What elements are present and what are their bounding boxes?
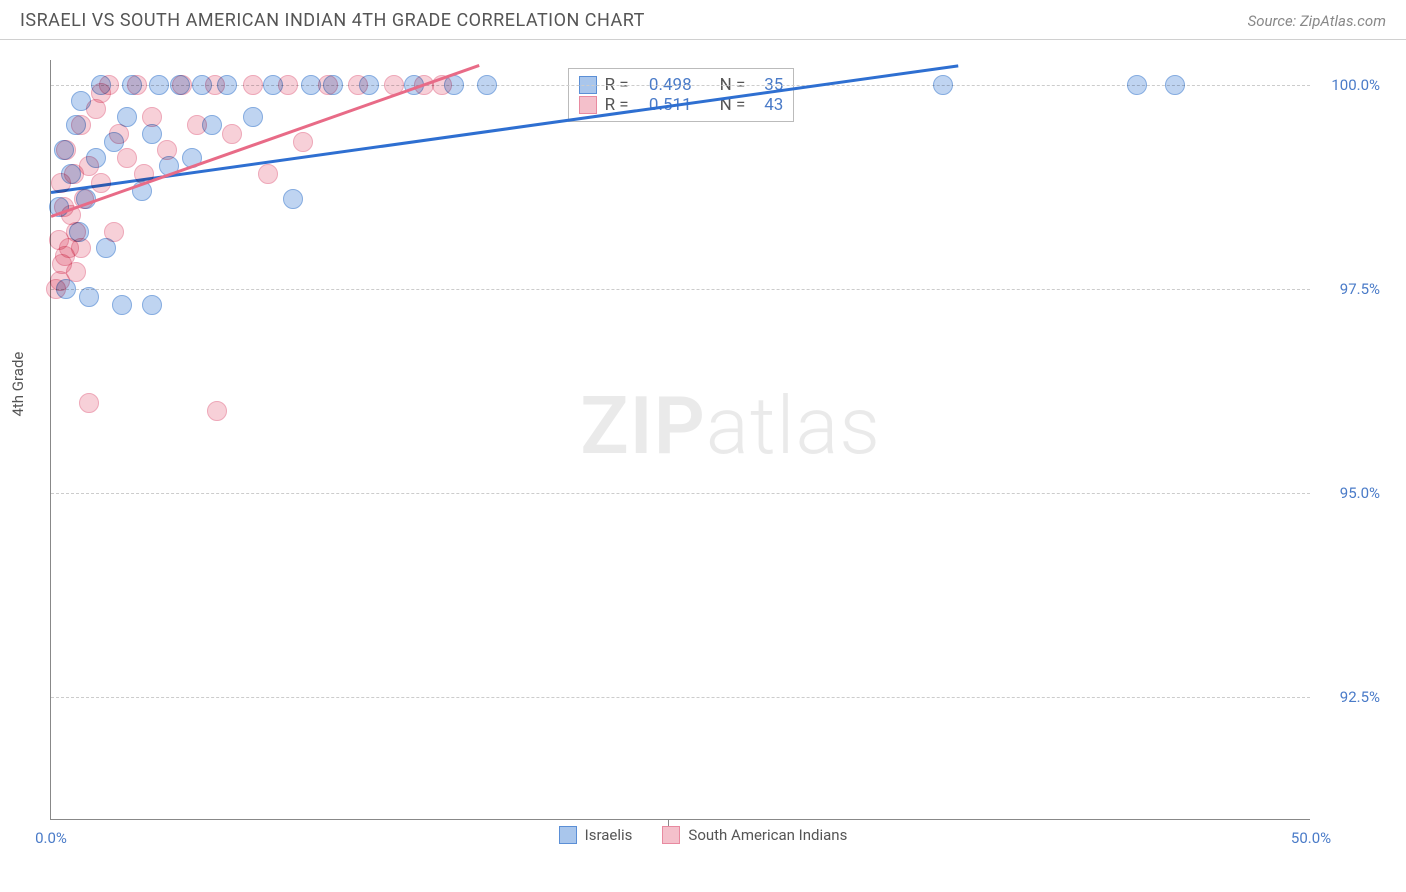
plot-area: ZIPatlas R =0.498N =35R =0.511N =43 92.5…: [50, 60, 1310, 820]
n-value: 43: [753, 95, 783, 115]
scatter-point: [222, 124, 242, 144]
scatter-point: [127, 75, 147, 95]
scatter-point: [91, 173, 111, 193]
chart-title: ISRAELI VS SOUTH AMERICAN INDIAN 4TH GRA…: [20, 10, 645, 31]
scatter-point: [1127, 75, 1147, 95]
scatter-point: [187, 115, 207, 135]
scatter-point: [142, 107, 162, 127]
scatter-point: [117, 148, 137, 168]
legend-swatch: [662, 826, 680, 844]
scatter-point: [56, 140, 76, 160]
ytick-label: 100.0%: [1320, 76, 1380, 94]
gridline-h: [51, 289, 1310, 290]
ytick-label: 95.0%: [1320, 484, 1380, 502]
chart-header: ISRAELI VS SOUTH AMERICAN INDIAN 4TH GRA…: [0, 0, 1406, 40]
ytick-label: 97.5%: [1320, 280, 1380, 298]
legend-item: South American Indians: [662, 826, 847, 844]
scatter-point: [104, 222, 124, 242]
scatter-point: [71, 238, 91, 258]
scatter-point: [112, 295, 132, 315]
scatter-point: [477, 75, 497, 95]
legend-label: Israelis: [585, 826, 633, 844]
scatter-point: [79, 287, 99, 307]
legend-swatch: [579, 96, 597, 114]
scatter-point: [278, 75, 298, 95]
scatter-point: [293, 132, 313, 152]
legend-swatch: [559, 826, 577, 844]
gridline-h: [51, 697, 1310, 698]
gridline-h: [51, 85, 1310, 86]
scatter-point: [207, 401, 227, 421]
bottom-legend: Israelis South American Indians: [0, 826, 1406, 844]
scatter-point: [318, 75, 338, 95]
scatter-point: [348, 75, 368, 95]
scatter-point: [205, 75, 225, 95]
scatter-point: [157, 140, 177, 160]
legend-label: South American Indians: [688, 826, 847, 844]
scatter-point: [172, 75, 192, 95]
scatter-point: [142, 295, 162, 315]
scatter-point: [1165, 75, 1185, 95]
gridline-h: [51, 493, 1310, 494]
scatter-point: [243, 107, 263, 127]
watermark-atlas: atlas: [706, 379, 881, 473]
watermark-zip: ZIP: [580, 379, 706, 473]
scatter-point: [79, 393, 99, 413]
scatter-point: [66, 262, 86, 282]
chart-source: Source: ZipAtlas.com: [1248, 12, 1386, 30]
scatter-point: [71, 115, 91, 135]
watermark: ZIPatlas: [580, 379, 881, 473]
scatter-point: [109, 124, 129, 144]
chart-container: 4th Grade ZIPatlas R =0.498N =35R =0.511…: [0, 40, 1406, 850]
legend-item: Israelis: [559, 826, 633, 844]
scatter-point: [283, 189, 303, 209]
scatter-point: [243, 75, 263, 95]
scatter-point: [258, 164, 278, 184]
scatter-point: [149, 75, 169, 95]
y-axis-label: 4th Grade: [9, 352, 27, 417]
ytick-label: 92.5%: [1320, 688, 1380, 706]
scatter-point: [933, 75, 953, 95]
scatter-point: [99, 75, 119, 95]
